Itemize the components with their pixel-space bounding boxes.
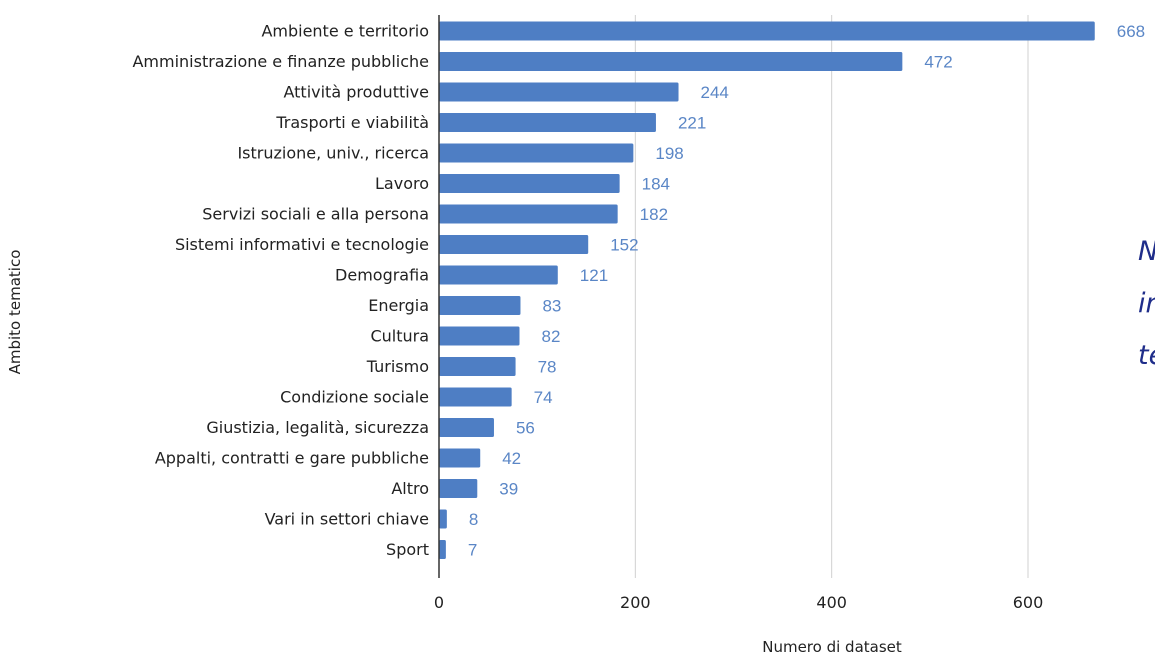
category-label: Cultura <box>370 327 429 346</box>
bar <box>439 265 558 285</box>
data-label: 78 <box>538 358 557 377</box>
data-label: 182 <box>640 205 668 224</box>
data-label: 74 <box>534 388 553 407</box>
data-label: 472 <box>924 53 952 72</box>
data-label: 184 <box>642 175 670 194</box>
category-label: Amministrazione e finanze pubbliche <box>132 52 429 71</box>
category-label: Attività produttive <box>283 83 429 102</box>
bar <box>439 113 656 132</box>
data-label: 244 <box>701 83 729 102</box>
data-label: 221 <box>678 114 706 133</box>
bar <box>439 204 618 224</box>
x-tick-label: 400 <box>816 593 847 612</box>
bar <box>439 387 512 407</box>
category-label: Istruzione, univ., ricerca <box>237 144 429 163</box>
bar <box>439 357 516 376</box>
x-tick-label: 0 <box>434 593 444 612</box>
category-label: Sport <box>386 540 429 559</box>
side-text-line-1: N <box>1138 236 1155 267</box>
y-axis-title: Ambito tematico <box>6 250 24 375</box>
category-label: Demografia <box>335 266 429 285</box>
bar <box>439 448 481 468</box>
bar <box>439 326 520 346</box>
category-label: Trasporti e viabilità <box>275 113 429 132</box>
bar <box>439 52 903 71</box>
bar <box>439 540 446 559</box>
category-label: Altro <box>391 479 429 498</box>
data-label: 668 <box>1117 22 1145 41</box>
category-label: Energia <box>368 296 429 315</box>
bar <box>439 21 1095 41</box>
bar <box>439 479 478 498</box>
x-axis-title: Numero di dataset <box>762 638 902 656</box>
category-label: Condizione sociale <box>280 388 429 407</box>
category-label: Appalti, contratti e gare pubbliche <box>155 449 429 468</box>
bar <box>439 143 634 163</box>
data-label: 83 <box>542 297 561 316</box>
x-tick-label: 200 <box>620 593 651 612</box>
category-label: Sistemi informativi e tecnologie <box>175 235 429 254</box>
side-text-line-2: in <box>1138 288 1155 319</box>
data-label: 198 <box>655 144 683 163</box>
data-label: 56 <box>516 419 535 438</box>
category-label: Servizi sociali e alla persona <box>202 205 429 224</box>
data-label: 82 <box>541 327 560 346</box>
data-label: 7 <box>468 541 477 560</box>
data-label: 42 <box>502 449 521 468</box>
data-label: 39 <box>499 480 518 499</box>
x-tick-label: 600 <box>1013 593 1044 612</box>
data-label: 8 <box>469 510 478 529</box>
category-label: Vari in settori chiave <box>265 510 429 529</box>
bar <box>439 174 620 193</box>
side-text-line-3: te <box>1138 340 1155 371</box>
category-label: Ambiente e territorio <box>261 22 429 41</box>
category-label: Lavoro <box>375 174 429 193</box>
bar <box>439 235 589 254</box>
bar <box>439 418 494 437</box>
bar <box>439 82 679 102</box>
data-label: 121 <box>580 266 608 285</box>
category-label: Turismo <box>366 357 429 376</box>
bar <box>439 296 521 315</box>
category-label: Giustizia, legalità, sicurezza <box>206 418 429 437</box>
bar <box>439 509 447 529</box>
data-label: 152 <box>610 236 638 255</box>
